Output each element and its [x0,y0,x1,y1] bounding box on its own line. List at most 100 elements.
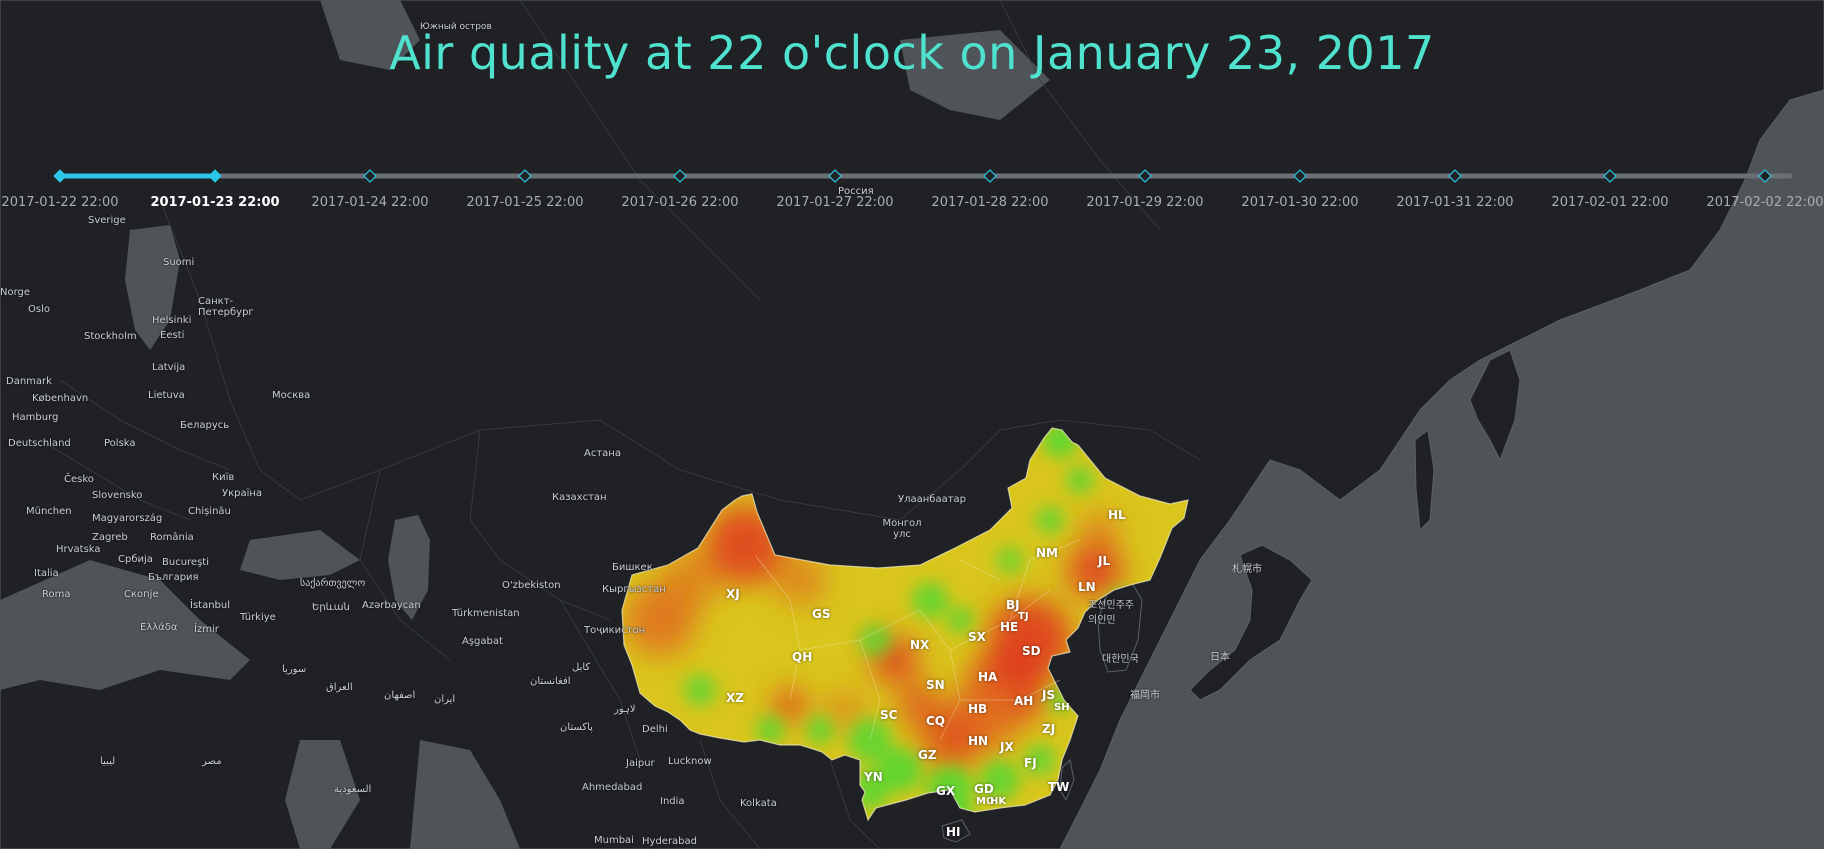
place-label: Stockholm [84,331,137,342]
timeline-date-label[interactable]: 2017-01-23 22:00 [150,195,280,210]
timeline-date-label[interactable]: 2017-02-01 22:00 [1551,195,1669,210]
place-label: România [150,532,194,543]
province-label-hn: HN [968,734,989,748]
province-label-hb: HB [968,702,988,716]
place-label: Jaipur [626,758,655,769]
place-label: България [148,572,199,583]
place-label: سوريا [282,664,307,675]
place-label: Kolkata [740,798,777,809]
timeline-date-label[interactable]: 2017-02-02 22:00 [1706,195,1824,210]
timeline-marker[interactable] [518,169,532,183]
place-label: Mumbai [594,835,634,846]
place-label: Latvija [152,362,186,373]
timeline-date-label[interactable]: 2017-01-24 22:00 [311,195,429,210]
province-label-xj: XJ [726,587,740,601]
place-label: Hyderabad [642,836,697,847]
place-label: München [26,506,72,517]
place-label: Скопје [124,589,159,600]
timeline-date-label[interactable]: 2017-01-26 22:00 [621,195,739,210]
province-label-zj: ZJ [1042,722,1056,736]
province-label-sn: SN [926,678,945,692]
province-label-gd: GD [974,782,994,796]
place-label: ليبيا [100,756,116,767]
province-label-hl: HL [1108,508,1126,522]
timeline-marker[interactable] [208,169,222,183]
place-label: Eesti [160,330,185,341]
place-label: Lietuva [148,390,185,401]
page-title: Air quality at 22 o'clock on January 23,… [389,26,1435,80]
place-label: Norge [0,287,31,298]
place-label: Ahmedabad [582,782,643,793]
place-label: İzmir [194,624,219,635]
province-label-tw: TW [1048,780,1070,794]
place-label: Zagreb [92,532,128,543]
timeline-marker[interactable] [363,169,377,183]
timeline-date-label[interactable]: 2017-01-30 22:00 [1241,195,1359,210]
timeline-marker[interactable] [828,169,842,183]
place-label: Երևան [312,602,350,613]
place-label: Москва [272,390,311,401]
timeline-markers [53,169,1772,183]
timeline-marker[interactable] [1448,169,1462,183]
province-label-sc: SC [880,708,898,722]
place-label: Chișinău [188,506,231,517]
place-label: København [32,393,89,404]
place-label: 日本 [1210,652,1230,663]
province-label-gs: GS [812,607,831,621]
timeline-date-label[interactable]: 2017-01-29 22:00 [1086,195,1204,210]
place-label: 대한민국 [1102,654,1139,665]
place-label: Санкт-Петербург [198,296,254,318]
place-label: Türkmenistan [452,608,520,619]
place-label: Hamburg [12,412,59,423]
place-label: 札幌市 [1232,564,1262,575]
place-label: Київ [212,472,235,483]
place-label: کابل [572,662,591,673]
place-label: Italia [34,568,59,579]
place-label: India [660,796,685,807]
province-label-hk: HK [990,796,1007,807]
timeline-date-label[interactable]: 2017-01-22 22:00 [1,195,119,210]
place-label: Aşgabat [462,636,503,647]
timeline-date-label[interactable]: 2017-01-28 22:00 [931,195,1049,210]
timeline-marker[interactable] [673,169,687,183]
place-label: Deutschland [8,438,71,449]
timeline-date-label[interactable]: 2017-01-25 22:00 [466,195,584,210]
place-label: Астана [584,448,621,459]
place-label: Magyarország [92,513,163,524]
province-label-sd: SD [1022,644,1041,658]
place-label: Bucureşti [162,557,209,568]
province-label-nx: NX [910,638,930,652]
place-label: Polska [104,438,136,449]
place-label: ایران [434,694,456,705]
place-label: Беларусь [180,420,230,431]
place-label: پاکستان [560,722,593,733]
province-label-nm: NM [1036,546,1058,560]
timeline-date-label[interactable]: 2017-01-31 22:00 [1396,195,1514,210]
place-label: 조선민주주의인민 [1088,600,1134,626]
province-label-tj: TJ [1018,611,1029,622]
timeline-marker[interactable] [1293,169,1307,183]
place-label: Южный остров [420,22,492,32]
place-label: Oslo [28,304,50,315]
place-label: افغانستان [530,676,571,687]
timeline-marker[interactable] [53,169,67,183]
timeline-marker[interactable] [1138,169,1152,183]
province-label-ah: AH [1014,694,1034,708]
timeline-marker[interactable] [1603,169,1617,183]
province-label-he: HE [1000,620,1019,634]
timeline-marker[interactable] [983,169,997,183]
place-label: Azərbaycan [362,600,421,611]
province-label-hi: HI [946,825,961,839]
place-label: السعودية [334,784,372,795]
place-label: Россия [838,186,874,197]
timeline-marker[interactable] [1758,169,1772,183]
place-label: مصر [202,756,222,767]
place-label: Česko [64,474,94,485]
place-label: Roma [42,589,71,600]
place-label: Україна [222,488,263,499]
timeline-date-label[interactable]: 2017-01-27 22:00 [776,195,894,210]
place-label: Slovensko [92,490,143,501]
place-label: Sverige [88,215,126,226]
